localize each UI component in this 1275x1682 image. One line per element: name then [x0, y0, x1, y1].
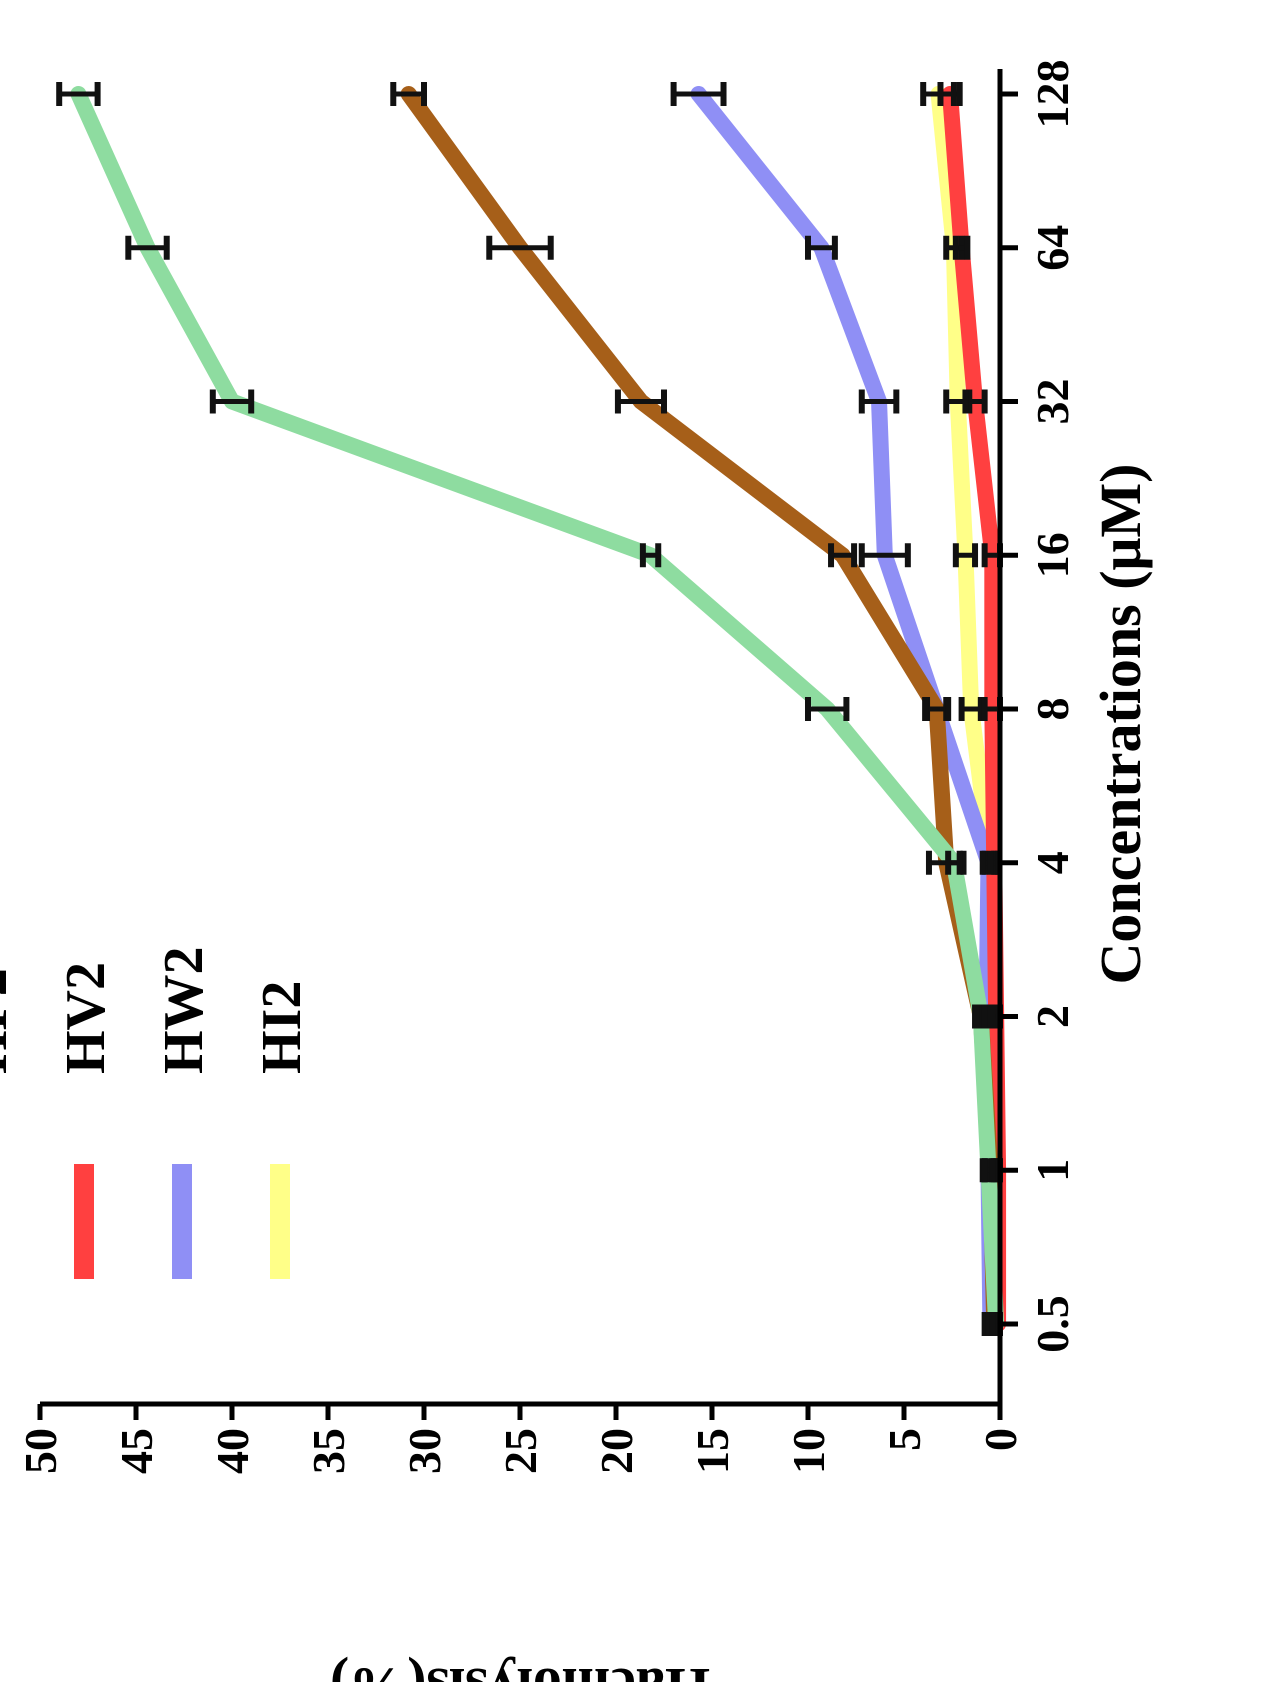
error-bar-pg-1: [56, 82, 101, 106]
error-bar-hv2: [952, 235, 971, 260]
error-bar-hf2: [828, 543, 858, 568]
y-tick-label: 45: [111, 1428, 162, 1474]
error-bar-pg-1: [973, 1004, 988, 1029]
error-bar-hf2: [486, 235, 554, 260]
x-tick-label: 128: [1027, 60, 1078, 129]
series-layer: [70, 86, 1007, 1332]
error-bar-hv2: [937, 82, 963, 106]
x-tick-label: 4: [1027, 851, 1078, 874]
error-bar-hi2: [952, 543, 979, 568]
x-tick-label: 1: [1027, 1159, 1078, 1182]
x-tick-label: 0.5: [1027, 1295, 1078, 1353]
y-tick-label: 15: [687, 1428, 738, 1474]
error-bar-hf2: [922, 697, 952, 721]
series-line-hf2: [400, 86, 1003, 1332]
legend: HI2HW2HV2HF2PG-1: [0, 946, 313, 1279]
x-tick-label: 16: [1027, 532, 1078, 578]
error-bar-hw2: [858, 543, 911, 568]
y-tick-layer: 0 5 10 15 20 25 30 35 40 45 50: [15, 1404, 1026, 1474]
y-tick-label: 5: [879, 1428, 930, 1451]
x-axis-title: Concentrations (μM): [1088, 464, 1153, 985]
y-tick-label: 0: [975, 1428, 1026, 1451]
x-tick-label: 8: [1027, 698, 1078, 721]
y-tick-label: 50: [15, 1428, 66, 1474]
error-bar-pg-1: [945, 850, 963, 875]
y-tick-label: 30: [399, 1428, 450, 1474]
error-bar-hw2: [805, 235, 838, 260]
legend-item-hf2: HF2: [0, 968, 19, 1074]
legend-label: HI2: [251, 981, 313, 1074]
error-bar-pg-1: [981, 1158, 996, 1183]
x-tick-label: 2: [1027, 1005, 1078, 1028]
y-axis-title: Haemolysis(%): [330, 1656, 710, 1682]
error-bar-hf2: [390, 82, 427, 106]
error-bar-pg-1: [639, 543, 662, 568]
y-tick-label: 20: [591, 1428, 642, 1474]
error-bar-hf2: [614, 389, 667, 414]
legend-item-hv2: HV2: [55, 962, 117, 1279]
error-bar-hw2: [858, 389, 900, 414]
y-tick-label: 10: [783, 1428, 834, 1474]
error-bar-hw2: [670, 82, 727, 106]
legend-item-hi2: HI2: [251, 981, 313, 1279]
error-bar-pg-1: [125, 235, 170, 260]
y-tick-label: 25: [495, 1428, 546, 1474]
y-tick-label: 40: [207, 1428, 258, 1474]
y-tick-label: 35: [303, 1428, 354, 1474]
x-tick-label: 32: [1027, 379, 1078, 425]
legend-label: HF2: [0, 968, 19, 1074]
legend-label: HW2: [153, 946, 215, 1074]
error-bar-pg-1: [209, 389, 255, 414]
error-bar-pg-1: [805, 697, 850, 721]
error-bar-hv2: [962, 389, 988, 414]
legend-item-hw2: HW2: [153, 946, 215, 1279]
x-tick-label: 64: [1027, 225, 1078, 271]
error-bar-hi2: [958, 697, 984, 721]
x-tick-layer: 0.5 1 2 4 8 16 32 64 128: [1000, 60, 1078, 1353]
legend-label: HV2: [55, 962, 117, 1074]
